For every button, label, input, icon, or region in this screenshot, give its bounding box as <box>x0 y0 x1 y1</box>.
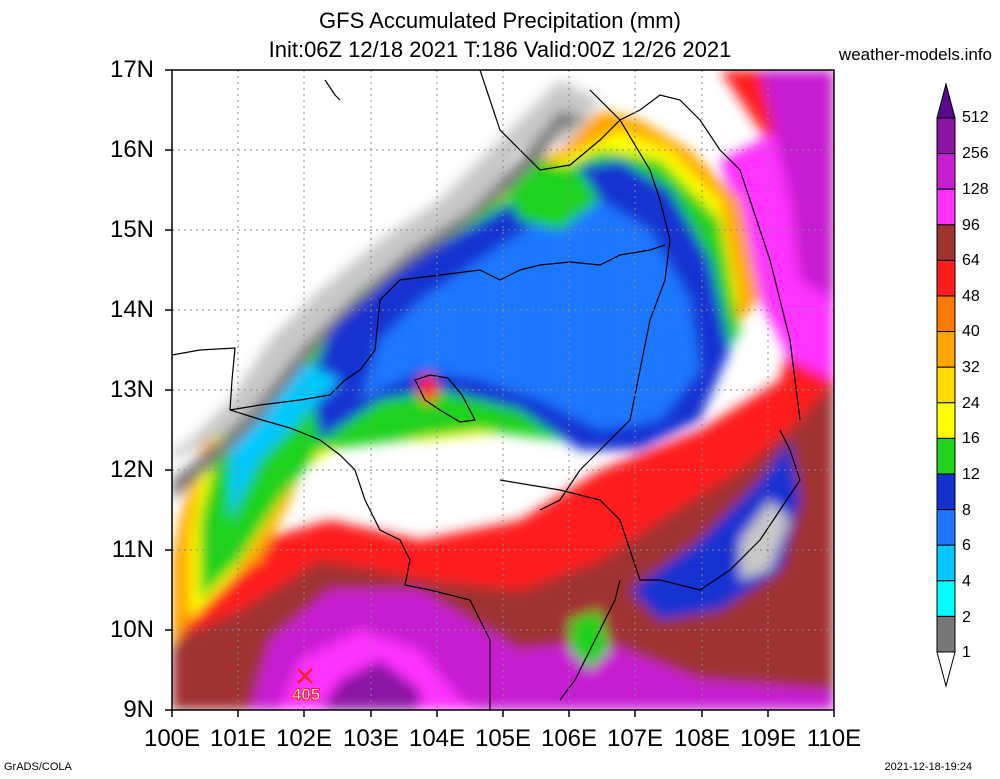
legend-swatch <box>936 509 956 546</box>
lon-label: 101E <box>209 725 267 752</box>
lat-label: 14N <box>109 296 154 323</box>
legend-label: 32 <box>962 359 980 376</box>
legend-swatch <box>936 651 956 688</box>
legend-label: 12 <box>962 466 980 483</box>
legend-swatch <box>936 117 956 155</box>
legend-swatch <box>936 224 956 261</box>
lon-label: 103E <box>342 725 400 752</box>
lon-label: 104E <box>408 725 466 752</box>
legend-label: 1 <box>962 644 971 661</box>
legend-swatch <box>936 473 956 511</box>
lon-label: 109E <box>739 725 797 752</box>
lat-label: 17N <box>109 56 154 83</box>
legend-label: 8 <box>962 502 971 519</box>
legend-swatch <box>936 544 956 582</box>
legend-label: 128 <box>962 181 989 198</box>
chart-title: GFS Accumulated Precipitation (mm) <box>319 8 681 33</box>
lon-label: 100E <box>143 725 201 752</box>
lon-label: 106E <box>540 725 598 752</box>
lon-label: 107E <box>606 725 664 752</box>
legend-swatch <box>936 402 956 439</box>
legend-swatch <box>936 295 956 333</box>
legend-label: 6 <box>962 537 971 554</box>
legend-label: 2 <box>962 609 971 626</box>
lat-label: 12N <box>109 456 154 483</box>
footer-timestamp: 2021-12-18-19:24 <box>884 761 972 773</box>
lat-label: 9N <box>123 696 154 723</box>
legend-swatch <box>936 437 956 475</box>
legend-swatch <box>936 331 956 368</box>
lon-label: 102E <box>275 725 333 752</box>
legend-swatch <box>936 366 956 404</box>
legend-label: 256 <box>962 145 989 162</box>
max-precip-marker: 405 <box>291 668 321 705</box>
legend-label: 64 <box>962 252 980 269</box>
lat-label: 15N <box>109 216 154 243</box>
lat-label: 11N <box>111 536 154 563</box>
lon-label: 108E <box>673 725 731 752</box>
lat-label: 16N <box>109 136 154 163</box>
legend-label: 24 <box>962 395 980 412</box>
lon-label: 110E <box>806 725 862 752</box>
legend-label: 96 <box>962 217 980 234</box>
legend-swatch <box>936 153 956 190</box>
grid-lines <box>172 70 834 710</box>
source-label: weather-models.info <box>838 45 992 64</box>
legend-label: 512 <box>962 109 989 126</box>
legend-swatch <box>936 82 956 119</box>
legend-swatch <box>936 259 956 297</box>
lon-label: 105E <box>474 725 532 752</box>
legend-swatch <box>936 580 956 617</box>
legend-swatch <box>936 615 956 653</box>
legend-label: 16 <box>962 430 980 447</box>
legend-colorbar <box>936 82 956 688</box>
lat-label: 13N <box>109 376 154 403</box>
legend-label: 48 <box>962 288 980 305</box>
lat-label: 10N <box>109 616 154 643</box>
coastlines <box>172 70 801 710</box>
legend-label: 40 <box>962 323 980 340</box>
legend-label: 4 <box>962 573 971 590</box>
footer-software: GrADS/COLA <box>4 761 72 773</box>
max-precip-value: 405 <box>292 685 320 704</box>
chart-subtitle: Init:06Z 12/18 2021 T:186 Valid:00Z 12/2… <box>268 37 732 62</box>
axis-ticks <box>165 69 835 717</box>
precipitation-field <box>172 70 834 710</box>
legend-swatch <box>936 188 956 226</box>
